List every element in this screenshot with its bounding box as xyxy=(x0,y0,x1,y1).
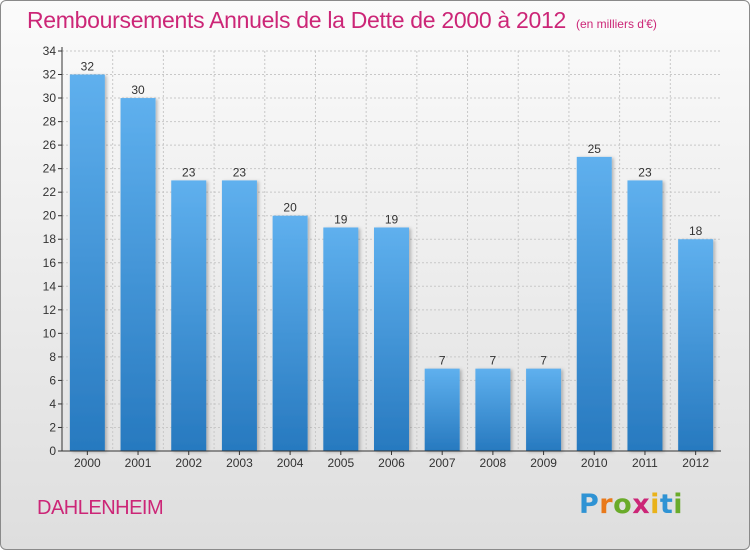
y-tick-label: 26 xyxy=(43,138,57,152)
axes xyxy=(58,47,721,455)
bar xyxy=(576,156,612,451)
bar xyxy=(221,180,257,452)
bar-value-label: 19 xyxy=(385,212,399,226)
bar-value-label: 25 xyxy=(588,142,602,156)
bar-value-label: 23 xyxy=(182,165,196,179)
y-tick-label: 8 xyxy=(49,350,56,364)
y-tick-label: 14 xyxy=(43,279,57,293)
bar-value-label: 19 xyxy=(334,212,348,226)
y-tick-label: 10 xyxy=(43,326,57,340)
bars xyxy=(69,74,714,452)
y-tick-label: 12 xyxy=(43,303,57,317)
y-tick-label: 22 xyxy=(43,185,57,199)
bar xyxy=(171,180,207,452)
y-tick-label: 28 xyxy=(43,115,57,129)
y-tick-label: 0 xyxy=(49,444,56,458)
x-tick-label: 2000 xyxy=(74,456,101,470)
y-tick-label: 18 xyxy=(43,232,57,246)
y-tick-label: 4 xyxy=(49,397,56,411)
bar xyxy=(374,227,409,451)
x-tick-label: 2003 xyxy=(226,456,253,470)
bar xyxy=(323,227,359,451)
y-tick-label: 16 xyxy=(43,256,57,270)
chart-title: Remboursements Annuels de la Dette de 20… xyxy=(27,7,657,34)
labels: 0246810121416182022242628303234322000302… xyxy=(43,44,710,470)
x-tick-label: 2012 xyxy=(682,456,709,470)
bar xyxy=(627,180,663,452)
bar xyxy=(475,368,511,451)
y-tick-label: 2 xyxy=(49,420,56,434)
x-tick-label: 2008 xyxy=(480,456,507,470)
x-tick-label: 2002 xyxy=(175,456,202,470)
bar-value-label: 7 xyxy=(540,354,547,368)
x-tick-label: 2004 xyxy=(277,456,304,470)
bar-value-label: 7 xyxy=(490,354,497,368)
bar xyxy=(120,98,156,451)
bar xyxy=(69,74,105,451)
chart-title-main: Remboursements Annuels de la Dette de 20… xyxy=(27,7,566,33)
bar-value-label: 18 xyxy=(689,224,703,238)
y-tick-label: 34 xyxy=(43,44,57,58)
x-tick-label: 2005 xyxy=(327,456,354,470)
proxiti-logo: Proxiti xyxy=(579,489,684,520)
bar xyxy=(526,368,562,451)
town-name: DAHLENHEIM xyxy=(37,497,164,519)
y-tick-label: 32 xyxy=(43,68,57,82)
x-tick-label: 2006 xyxy=(378,456,405,470)
bar-value-label: 20 xyxy=(283,201,297,215)
y-tick-label: 30 xyxy=(43,91,57,105)
chart-subtitle: (en milliers d'€) xyxy=(575,17,657,31)
x-tick-label: 2010 xyxy=(581,456,608,470)
bar xyxy=(424,368,460,451)
bar-value-label: 7 xyxy=(439,354,446,368)
bar-value-label: 30 xyxy=(131,83,145,97)
bar xyxy=(678,239,714,451)
y-tick-label: 6 xyxy=(49,373,56,387)
x-tick-label: 2007 xyxy=(429,456,456,470)
x-tick-label: 2009 xyxy=(530,456,557,470)
x-tick-label: 2011 xyxy=(632,456,658,470)
bar xyxy=(272,215,308,451)
bar-value-label: 23 xyxy=(638,165,652,179)
bar-value-label: 23 xyxy=(233,165,247,179)
bar-value-label: 32 xyxy=(81,60,95,74)
x-tick-label: 2001 xyxy=(125,456,152,470)
y-tick-label: 20 xyxy=(43,209,57,223)
y-tick-label: 24 xyxy=(43,162,57,176)
